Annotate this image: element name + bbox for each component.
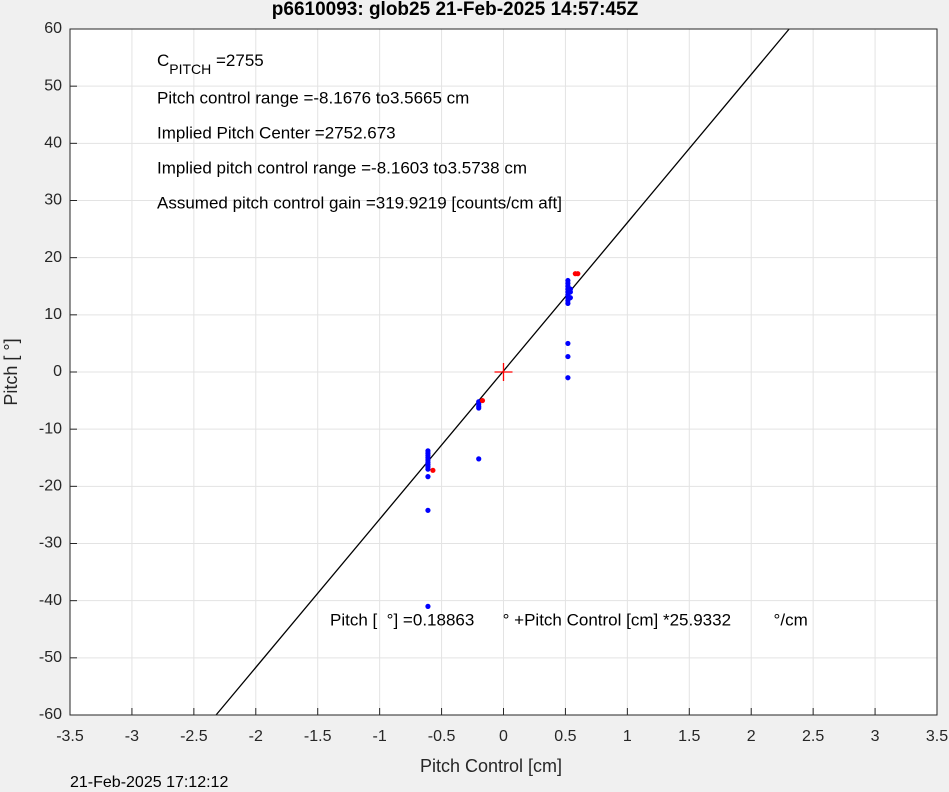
axes-box (69, 28, 938, 716)
point (425, 466, 431, 472)
x-tick-label: 0 (499, 728, 508, 745)
point (425, 603, 431, 609)
x-tick-label: -3.5 (56, 728, 84, 745)
x-tick-label: 1 (623, 728, 632, 745)
y-tick-label: -60 (39, 706, 62, 723)
x-axis-label: Pitch Control [cm] (420, 756, 562, 776)
x-tick-label: 3.5 (926, 728, 948, 745)
point (476, 456, 482, 462)
x-tick-label: -3 (125, 728, 139, 745)
x-tick-label: -0.5 (428, 728, 456, 745)
annotation: Pitch control range =-8.1676 to3.5665 cm (157, 88, 469, 107)
chart-title: p6610093: glob25 21-Feb-2025 14:57:45Z (272, 0, 639, 20)
point (565, 353, 571, 360)
y-axis-label: Pitch [ °] (1, 338, 21, 405)
y-tick-label: -20 (39, 478, 62, 495)
point (425, 507, 431, 513)
y-tick-label: -40 (39, 592, 62, 609)
annotations: Pitch control range =-8.1676 to3.5665 cm… (157, 88, 562, 212)
annotation: Implied pitch control range =-8.1603 to3… (157, 158, 527, 177)
c-pitch-rest: =2755 (211, 51, 263, 70)
y-tick-label: 10 (44, 306, 62, 323)
y-tick-label: 20 (44, 249, 62, 266)
y-tick-label: 30 (44, 192, 62, 209)
c-pitch-sub: PITCH (169, 61, 211, 77)
c-pitch-base: C (157, 51, 169, 70)
x-tick-label: -2 (249, 728, 263, 745)
point (479, 397, 486, 404)
y-tick-label: 50 (44, 77, 62, 94)
point (567, 295, 573, 301)
y-tick-label: 0 (53, 363, 62, 380)
point (565, 375, 571, 381)
marks (215, 28, 790, 716)
y-tick-label: -50 (39, 649, 62, 666)
annotation: Assumed pitch control gain =319.9219 [co… (157, 193, 562, 212)
center-marker (494, 363, 513, 381)
x-tick-label: -1 (373, 728, 387, 745)
c-pitch-annotation: CPITCH =2755 (157, 51, 264, 76)
point (430, 467, 436, 473)
annotation: Implied Pitch Center =2752.673 (157, 123, 396, 142)
x-tick-label: 2 (747, 728, 756, 745)
x-tick-label: -1.5 (304, 728, 332, 745)
timestamp: 21-Feb-2025 17:12:12 (70, 774, 228, 791)
x-tick-label: 0.5 (554, 728, 576, 745)
x-tick-label: 1.5 (678, 728, 700, 745)
y-tick-label: 60 (44, 20, 62, 37)
y-tick-label: -10 (39, 420, 62, 437)
y-tick-label: -30 (39, 535, 62, 552)
point (575, 271, 581, 277)
point (565, 340, 571, 347)
point (565, 277, 571, 284)
x-tick-label: 3 (871, 728, 880, 745)
x-tick-label: -2.5 (180, 728, 208, 745)
fit-annotation: Pitch [ °] =0.18863 ° +Pitch Control [cm… (330, 610, 808, 629)
point (425, 474, 431, 480)
x-tick-label: 2.5 (802, 728, 824, 745)
y-tick-label: 40 (44, 135, 62, 152)
point (476, 405, 482, 411)
point (567, 286, 573, 292)
